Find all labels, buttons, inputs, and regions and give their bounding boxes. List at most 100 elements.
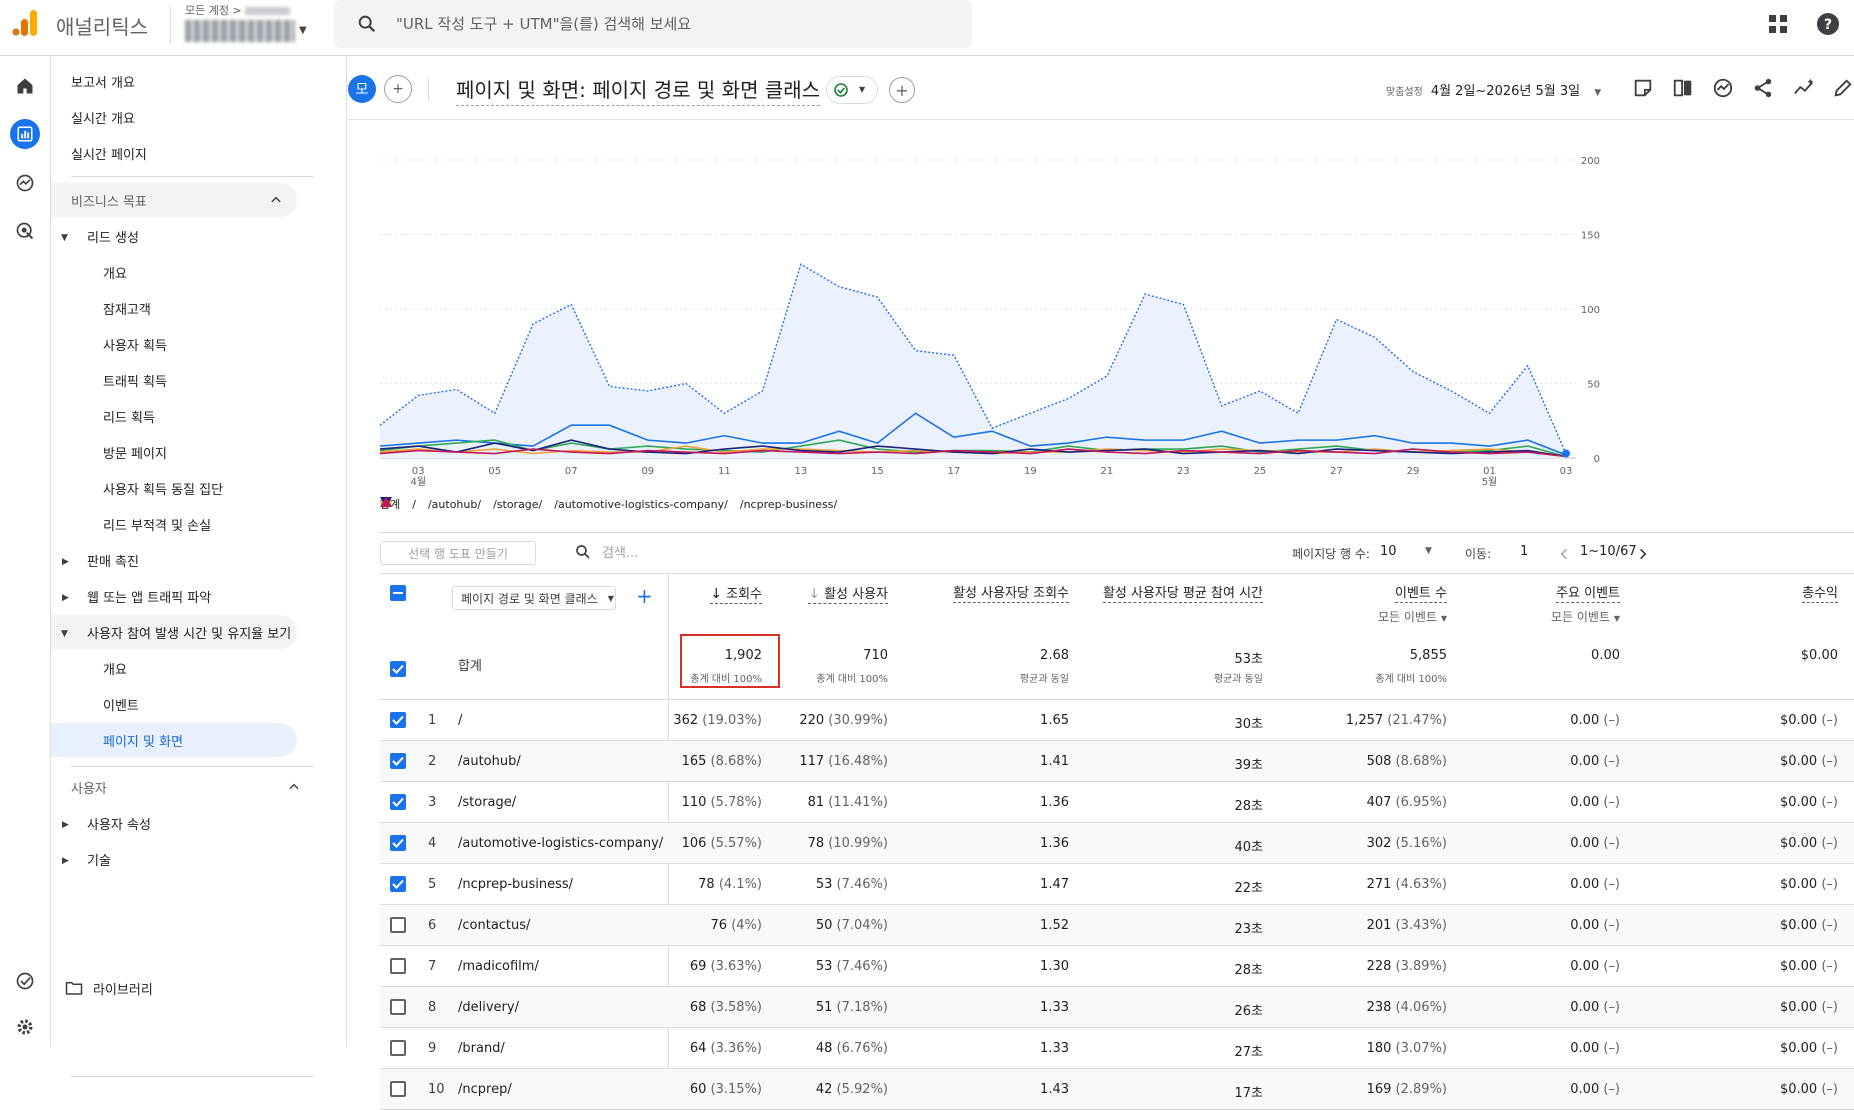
add-filter-button[interactable]: + [889, 77, 915, 103]
nav-realtime-pages[interactable]: 실시간 페이지 [71, 147, 147, 163]
nav-section-business[interactable]: 비즈니스 목표 [51, 183, 297, 217]
nav-landing-page[interactable]: 방문 페이지 [103, 446, 167, 462]
nav-web-traffic[interactable]: 웹 또는 앱 트래픽 파악 [87, 590, 212, 606]
col-total-revenue[interactable]: 총수익 [1802, 586, 1838, 603]
key-event-filter-select[interactable]: 모든 이벤트 ▼ [1551, 610, 1620, 624]
property-name-redacted[interactable] [185, 20, 295, 42]
table-row[interactable]: 6/contactus/76 (4%) 50 (7.04%) 1.52 23초 201 … [380, 905, 1854, 946]
page-path[interactable]: /delivery/ [458, 1000, 519, 1015]
event-filter-select[interactable]: 모든 이벤트 ▼ [1378, 610, 1447, 624]
page-title[interactable]: 페이지 및 화면: 페이지 경로 및 화면 클래스 [456, 74, 821, 106]
nav-lead-traffic-acq[interactable]: 트래픽 획득 [103, 374, 167, 390]
settings-gear-icon[interactable] [10, 1012, 40, 1042]
account-breadcrumb[interactable]: 모든 계정 > [185, 2, 290, 18]
nav-engagement-overview[interactable]: 개요 [103, 662, 127, 678]
nav-section-user[interactable]: 사용자 [71, 770, 321, 804]
caret-down-icon[interactable]: ▼ [1425, 546, 1432, 556]
make-chart-button[interactable]: 선택 행 도표 만들기 [380, 541, 536, 565]
home-icon[interactable] [10, 71, 40, 101]
col-avg-engagement[interactable]: 활성 사용자당 평균 참여 시간 [1102, 586, 1263, 603]
page-path[interactable]: /ncprep-business/ [458, 877, 574, 892]
row-checkbox[interactable] [390, 794, 406, 810]
nav-lead-acq[interactable]: 리드 획득 [103, 410, 155, 426]
nav-user-attributes[interactable]: 사용자 속성 [87, 817, 151, 833]
nav-library[interactable]: 라이브러리 [65, 971, 315, 1005]
explore-icon[interactable] [10, 168, 40, 198]
row-checkbox[interactable] [390, 958, 406, 974]
table-row[interactable]: 4/automotive-logistics-company/106 (5.57… [380, 823, 1854, 864]
comparison-chip[interactable]: 모 [348, 75, 376, 103]
chevron-left-icon[interactable] [1557, 546, 1571, 562]
row-checkbox[interactable] [390, 753, 406, 769]
table-row[interactable]: 7/madicofilm/69 (3.63%) 53 (7.46%) 1.30 28초… [380, 946, 1854, 987]
table-search[interactable]: 검색... [574, 542, 638, 561]
report-status-dropdown[interactable]: ▼ [826, 76, 878, 104]
row-checkbox[interactable] [390, 835, 406, 851]
nav-report-overview[interactable]: 보고서 개요 [71, 75, 135, 91]
nav-events[interactable]: 이벤트 [103, 698, 139, 714]
page-path[interactable]: /automotive-logistics-company/ [458, 836, 664, 851]
row-checkbox[interactable] [390, 1040, 406, 1056]
advertising-icon[interactable] [10, 216, 40, 246]
total-row-checkbox[interactable] [390, 661, 406, 677]
compare-columns-icon[interactable] [1672, 77, 1694, 99]
chevron-down-icon[interactable]: ▼ [299, 25, 307, 36]
legend-item[interactable]: /autohub/ [381, 497, 481, 511]
nav-lead-generation[interactable]: 리드 생성 [87, 230, 139, 246]
select-all-checkbox[interactable] [390, 585, 406, 601]
nav-realtime-overview[interactable]: 실시간 개요 [71, 111, 135, 127]
col-key-events[interactable]: 주요 이벤트 [1556, 586, 1620, 603]
table-row[interactable]: 9/brand/64 (3.36%) 48 (6.76%) 1.33 27초 180 (… [380, 1028, 1854, 1069]
row-checkbox[interactable] [390, 999, 406, 1015]
table-row[interactable]: 5/ncprep-business/78 (4.1%) 53 (7.46%) 1.4… [380, 864, 1854, 905]
goto-input[interactable]: 1 [1520, 544, 1529, 559]
legend-item[interactable]: /ncprep-business/ [380, 497, 837, 511]
table-row[interactable]: 8/delivery/68 (3.58%) 51 (7.18%) 1.33 26초 23… [380, 987, 1854, 1028]
col-active-users[interactable]: ↓ 활성 사용자 [808, 586, 888, 604]
rows-per-page-select[interactable]: 10 [1380, 544, 1397, 559]
table-row[interactable]: 10/ncprep/60 (3.15%) 42 (5.92%) 1.43 17초 169… [380, 1069, 1854, 1110]
legend-item[interactable]: /automotive-logistics-company/ [380, 497, 728, 511]
nav-lead-audience[interactable]: 잠재고객 [103, 302, 151, 318]
page-path[interactable]: /madicofilm/ [458, 959, 539, 974]
insights-icon[interactable] [1712, 77, 1734, 99]
row-checkbox[interactable] [390, 876, 406, 892]
page-path[interactable]: /contactus/ [458, 918, 531, 933]
add-dimension-button[interactable]: + [636, 584, 653, 608]
date-range-picker[interactable]: 맞춤설정 4월 2일~2026년 5월 3일 ▼ [1386, 84, 1602, 99]
nav-lead-disqualify[interactable]: 리드 부적격 및 손실 [103, 518, 212, 534]
page-path[interactable]: /brand/ [458, 1041, 505, 1056]
chevron-right-icon[interactable] [1636, 546, 1650, 562]
add-comparison-button[interactable]: + [384, 75, 412, 103]
page-path[interactable]: / [458, 713, 463, 728]
reports-icon[interactable] [10, 119, 40, 149]
nav-user-acq-cohort[interactable]: 사용자 획득 동질 집단 [103, 482, 224, 498]
admin-check-icon[interactable] [10, 966, 40, 996]
legend-item[interactable]: /storage/ [380, 496, 542, 511]
share-icon[interactable] [1752, 77, 1774, 99]
row-checkbox[interactable] [390, 712, 406, 728]
analytics-logo-icon[interactable] [10, 8, 40, 38]
nav-lead-overview[interactable]: 개요 [103, 266, 127, 282]
col-views-per-user[interactable]: 활성 사용자당 조회수 [953, 586, 1069, 603]
table-row[interactable]: 3/storage/110 (5.78%) 81 (11.41%) 1.36 28초 4… [380, 782, 1854, 823]
edit-pencil-icon[interactable] [1832, 77, 1854, 99]
legend-item[interactable]: / [381, 497, 416, 511]
table-row[interactable]: 2/autohub/165 (8.68%) 117 (16.48%) 1.41 39초… [380, 741, 1854, 782]
page-path[interactable]: /autohub/ [458, 754, 521, 769]
nav-tech[interactable]: 기술 [87, 853, 111, 869]
help-icon[interactable]: ? [1816, 12, 1840, 36]
col-views[interactable]: ↓ 조회수 [710, 586, 762, 604]
trend-sparkle-icon[interactable] [1792, 77, 1816, 99]
nav-pages-screens[interactable]: 페이지 및 화면 [51, 723, 297, 757]
nav-engagement[interactable]: 사용자 참여 발생 시간 및 유지율 보기 [51, 615, 297, 649]
table-row[interactable]: 1 / 362 (19.03%) 220 (30.99%) 1.65 30초 1,257 (… [380, 700, 1854, 741]
nav-sales[interactable]: 판매 촉진 [87, 554, 139, 570]
page-path[interactable]: /storage/ [458, 795, 517, 810]
search-box[interactable]: "URL 작성 도구 + UTM"을(를) 검색해 보세요 [334, 0, 972, 48]
page-path[interactable]: /ncprep/ [458, 1082, 512, 1097]
row-checkbox[interactable] [390, 1081, 406, 1097]
apps-grid-icon[interactable] [1766, 12, 1790, 36]
row-checkbox[interactable] [390, 917, 406, 933]
col-event-count[interactable]: 이벤트 수 [1395, 586, 1447, 603]
